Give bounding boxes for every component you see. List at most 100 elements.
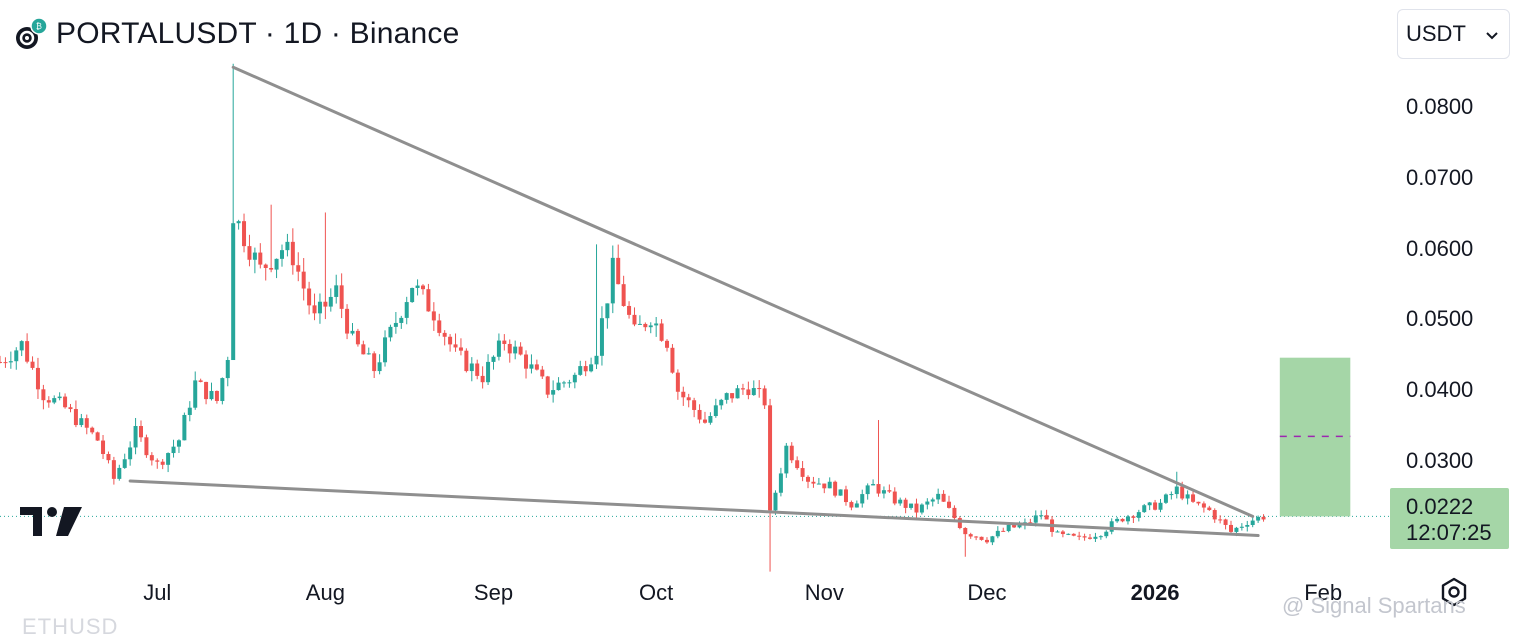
- candle: [502, 334, 507, 351]
- candle: [1109, 518, 1114, 535]
- candle: [648, 322, 653, 334]
- candle: [816, 477, 821, 485]
- candle: [670, 344, 675, 374]
- candle: [1163, 493, 1168, 504]
- candle: [437, 313, 442, 337]
- candle: [518, 342, 523, 356]
- candle: [393, 311, 398, 334]
- target-box-group: [1279, 357, 1351, 517]
- candle: [654, 317, 659, 337]
- candle: [106, 451, 111, 464]
- candle: [41, 384, 46, 410]
- candle: [572, 372, 577, 389]
- candle: [1136, 509, 1141, 522]
- candle: [404, 296, 409, 325]
- candle: [795, 456, 800, 470]
- candle: [290, 228, 295, 275]
- candle: [1196, 501, 1201, 506]
- candle: [133, 417, 138, 455]
- settings-gear-icon[interactable]: [1438, 576, 1470, 613]
- candle: [686, 393, 691, 408]
- candle: [339, 273, 344, 319]
- candle: [166, 452, 171, 473]
- candle: [1044, 509, 1049, 520]
- candle: [616, 244, 621, 285]
- candle: [605, 303, 610, 329]
- candle: [1223, 518, 1228, 530]
- candle: [876, 420, 881, 497]
- candle: [410, 287, 415, 303]
- candle: [361, 340, 366, 355]
- candle: [475, 359, 480, 380]
- bar-countdown-label: 12:07:25: [1406, 520, 1492, 545]
- trendline-lower[interactable]: [128, 479, 1260, 537]
- candle: [811, 476, 816, 488]
- candle: [399, 315, 404, 329]
- candle: [252, 247, 257, 274]
- candle: [594, 244, 599, 370]
- candle: [149, 452, 154, 466]
- currency-select-value: USDT: [1406, 21, 1466, 46]
- ghost-symbol-text: ETHUSD: [22, 614, 119, 639]
- candle: [155, 458, 160, 469]
- candle: [914, 498, 919, 519]
- candle: [301, 258, 306, 301]
- candle: [892, 487, 897, 506]
- candle: [990, 535, 995, 546]
- candle: [242, 213, 247, 253]
- candle: [659, 319, 664, 342]
- candle: [827, 477, 832, 489]
- candle: [328, 288, 333, 312]
- candle: [220, 377, 225, 405]
- candle: [708, 412, 713, 425]
- candle: [57, 392, 62, 401]
- candle: [383, 330, 388, 367]
- candle: [68, 403, 73, 413]
- candle: [903, 497, 908, 514]
- candle: [1147, 501, 1152, 511]
- chart-title: PORTALUSDT · 1D · Binance: [56, 17, 460, 50]
- candle: [860, 489, 865, 508]
- trendline-upper[interactable]: [231, 65, 1255, 518]
- candle: [415, 279, 420, 296]
- candle: [35, 357, 40, 399]
- candle: [746, 381, 751, 400]
- candle: [101, 435, 106, 459]
- candle: [1229, 520, 1234, 534]
- candle: [73, 400, 78, 428]
- candle: [420, 284, 425, 295]
- candle: [317, 293, 322, 324]
- candle: [806, 475, 811, 489]
- candle: [898, 497, 903, 506]
- candle: [95, 431, 100, 441]
- candle: [279, 244, 284, 267]
- candle: [589, 357, 594, 373]
- candle: [513, 340, 518, 360]
- candle: [345, 304, 350, 340]
- candle: [757, 380, 762, 398]
- tradingview-logo-icon[interactable]: [20, 504, 84, 543]
- currency-select[interactable]: USDT: [1397, 9, 1510, 59]
- candle: [350, 322, 355, 336]
- candle: [198, 378, 203, 383]
- candle: [128, 441, 133, 466]
- candle: [187, 401, 192, 422]
- time-tick-label: Sep: [473, 580, 514, 605]
- candle: [984, 537, 989, 544]
- time-tick-label: Feb: [1304, 580, 1343, 605]
- candle: [789, 442, 794, 464]
- candle: [469, 357, 474, 382]
- candle: [323, 212, 328, 320]
- candle: [30, 356, 35, 370]
- candle: [144, 434, 149, 458]
- candle: [833, 480, 838, 498]
- candle: [556, 377, 561, 391]
- candle: [269, 204, 274, 273]
- candle: [719, 398, 724, 410]
- candle: [881, 486, 886, 499]
- candle: [334, 274, 339, 304]
- candle: [838, 489, 843, 496]
- candle: [486, 354, 491, 386]
- candle: [366, 347, 371, 355]
